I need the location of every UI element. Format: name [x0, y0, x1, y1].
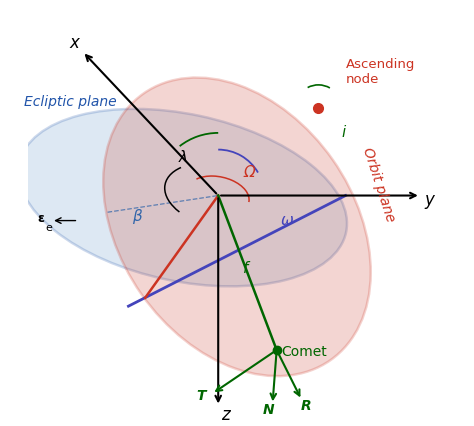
Text: i: i — [341, 125, 346, 141]
Text: $\mathbf{\varepsilon}$: $\mathbf{\varepsilon}$ — [36, 212, 45, 225]
Text: Ascending
node: Ascending node — [346, 58, 415, 86]
Text: ω: ω — [281, 213, 293, 228]
Text: Ecliptic plane: Ecliptic plane — [24, 95, 116, 109]
Text: Orbit plane: Orbit plane — [360, 146, 398, 224]
Ellipse shape — [18, 109, 347, 286]
Text: β: β — [132, 209, 142, 224]
Text: Comet: Comet — [281, 345, 327, 359]
Text: R: R — [301, 399, 311, 412]
Text: z: z — [221, 406, 230, 424]
Text: x: x — [69, 34, 79, 52]
Text: λ: λ — [178, 150, 187, 165]
Text: N: N — [263, 403, 274, 417]
Text: T: T — [197, 389, 206, 403]
Ellipse shape — [103, 78, 371, 376]
Text: f: f — [243, 261, 248, 276]
Text: e: e — [46, 223, 53, 233]
Text: y: y — [424, 191, 434, 209]
Text: Ω: Ω — [244, 165, 255, 180]
